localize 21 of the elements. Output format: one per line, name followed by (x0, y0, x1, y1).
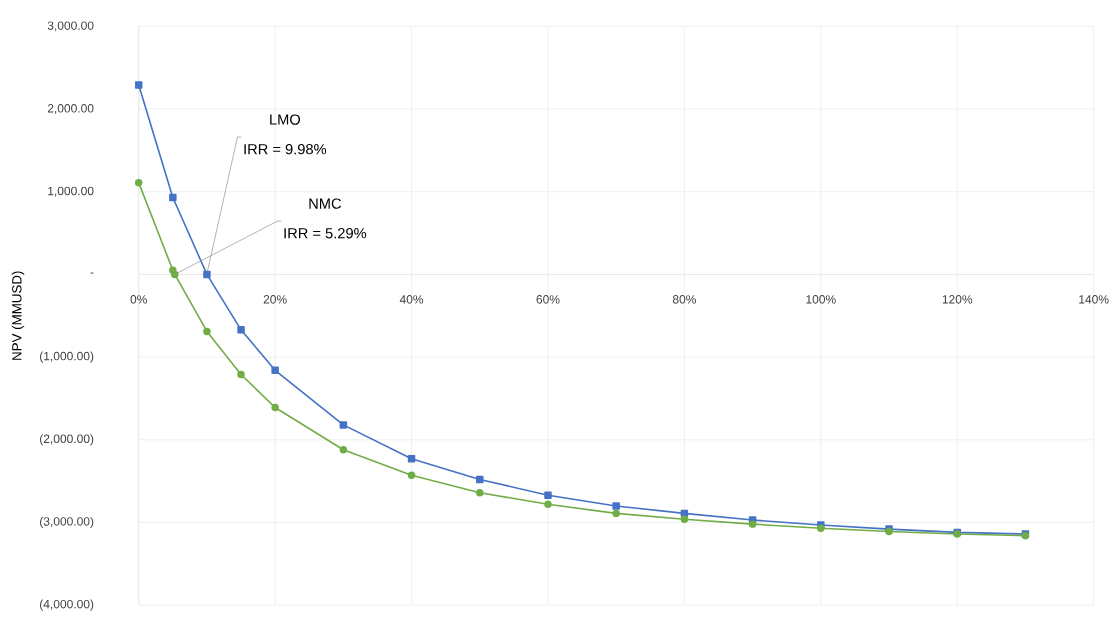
annotation: NMC (309, 198, 342, 209)
x-tick-label: 100% (806, 295, 836, 304)
x-tick-label: 20% (263, 295, 287, 304)
y-tick-label: (4,000.00) (40, 599, 94, 611)
annotation: IRR = 9.98% (244, 143, 327, 155)
y-tick-label: (3,000.00) (40, 516, 94, 528)
x-tick-label: 60% (536, 295, 560, 304)
x-tick-label: 80% (672, 295, 696, 304)
y-tick-label: (2,000.00) (40, 434, 94, 446)
annotation: IRR = 5.29% (284, 227, 367, 239)
x-tick-label: 120% (942, 295, 973, 304)
annotation: LMO (270, 114, 301, 125)
x-tick-label: 0% (130, 295, 147, 304)
y-tick-label: 2,000.00 (47, 103, 94, 114)
x-tick-label: 40% (399, 295, 424, 304)
y-axis-title: NPV (MMUSD) (11, 271, 25, 360)
y-tick-label: 1,000.00 (48, 186, 94, 197)
y-tick-label: 3,000.00 (47, 21, 94, 32)
x-tick-label: 140% (1079, 295, 1109, 304)
y-tick-label: (1,000.00) (40, 351, 94, 363)
y-tick-label: - (90, 272, 94, 274)
